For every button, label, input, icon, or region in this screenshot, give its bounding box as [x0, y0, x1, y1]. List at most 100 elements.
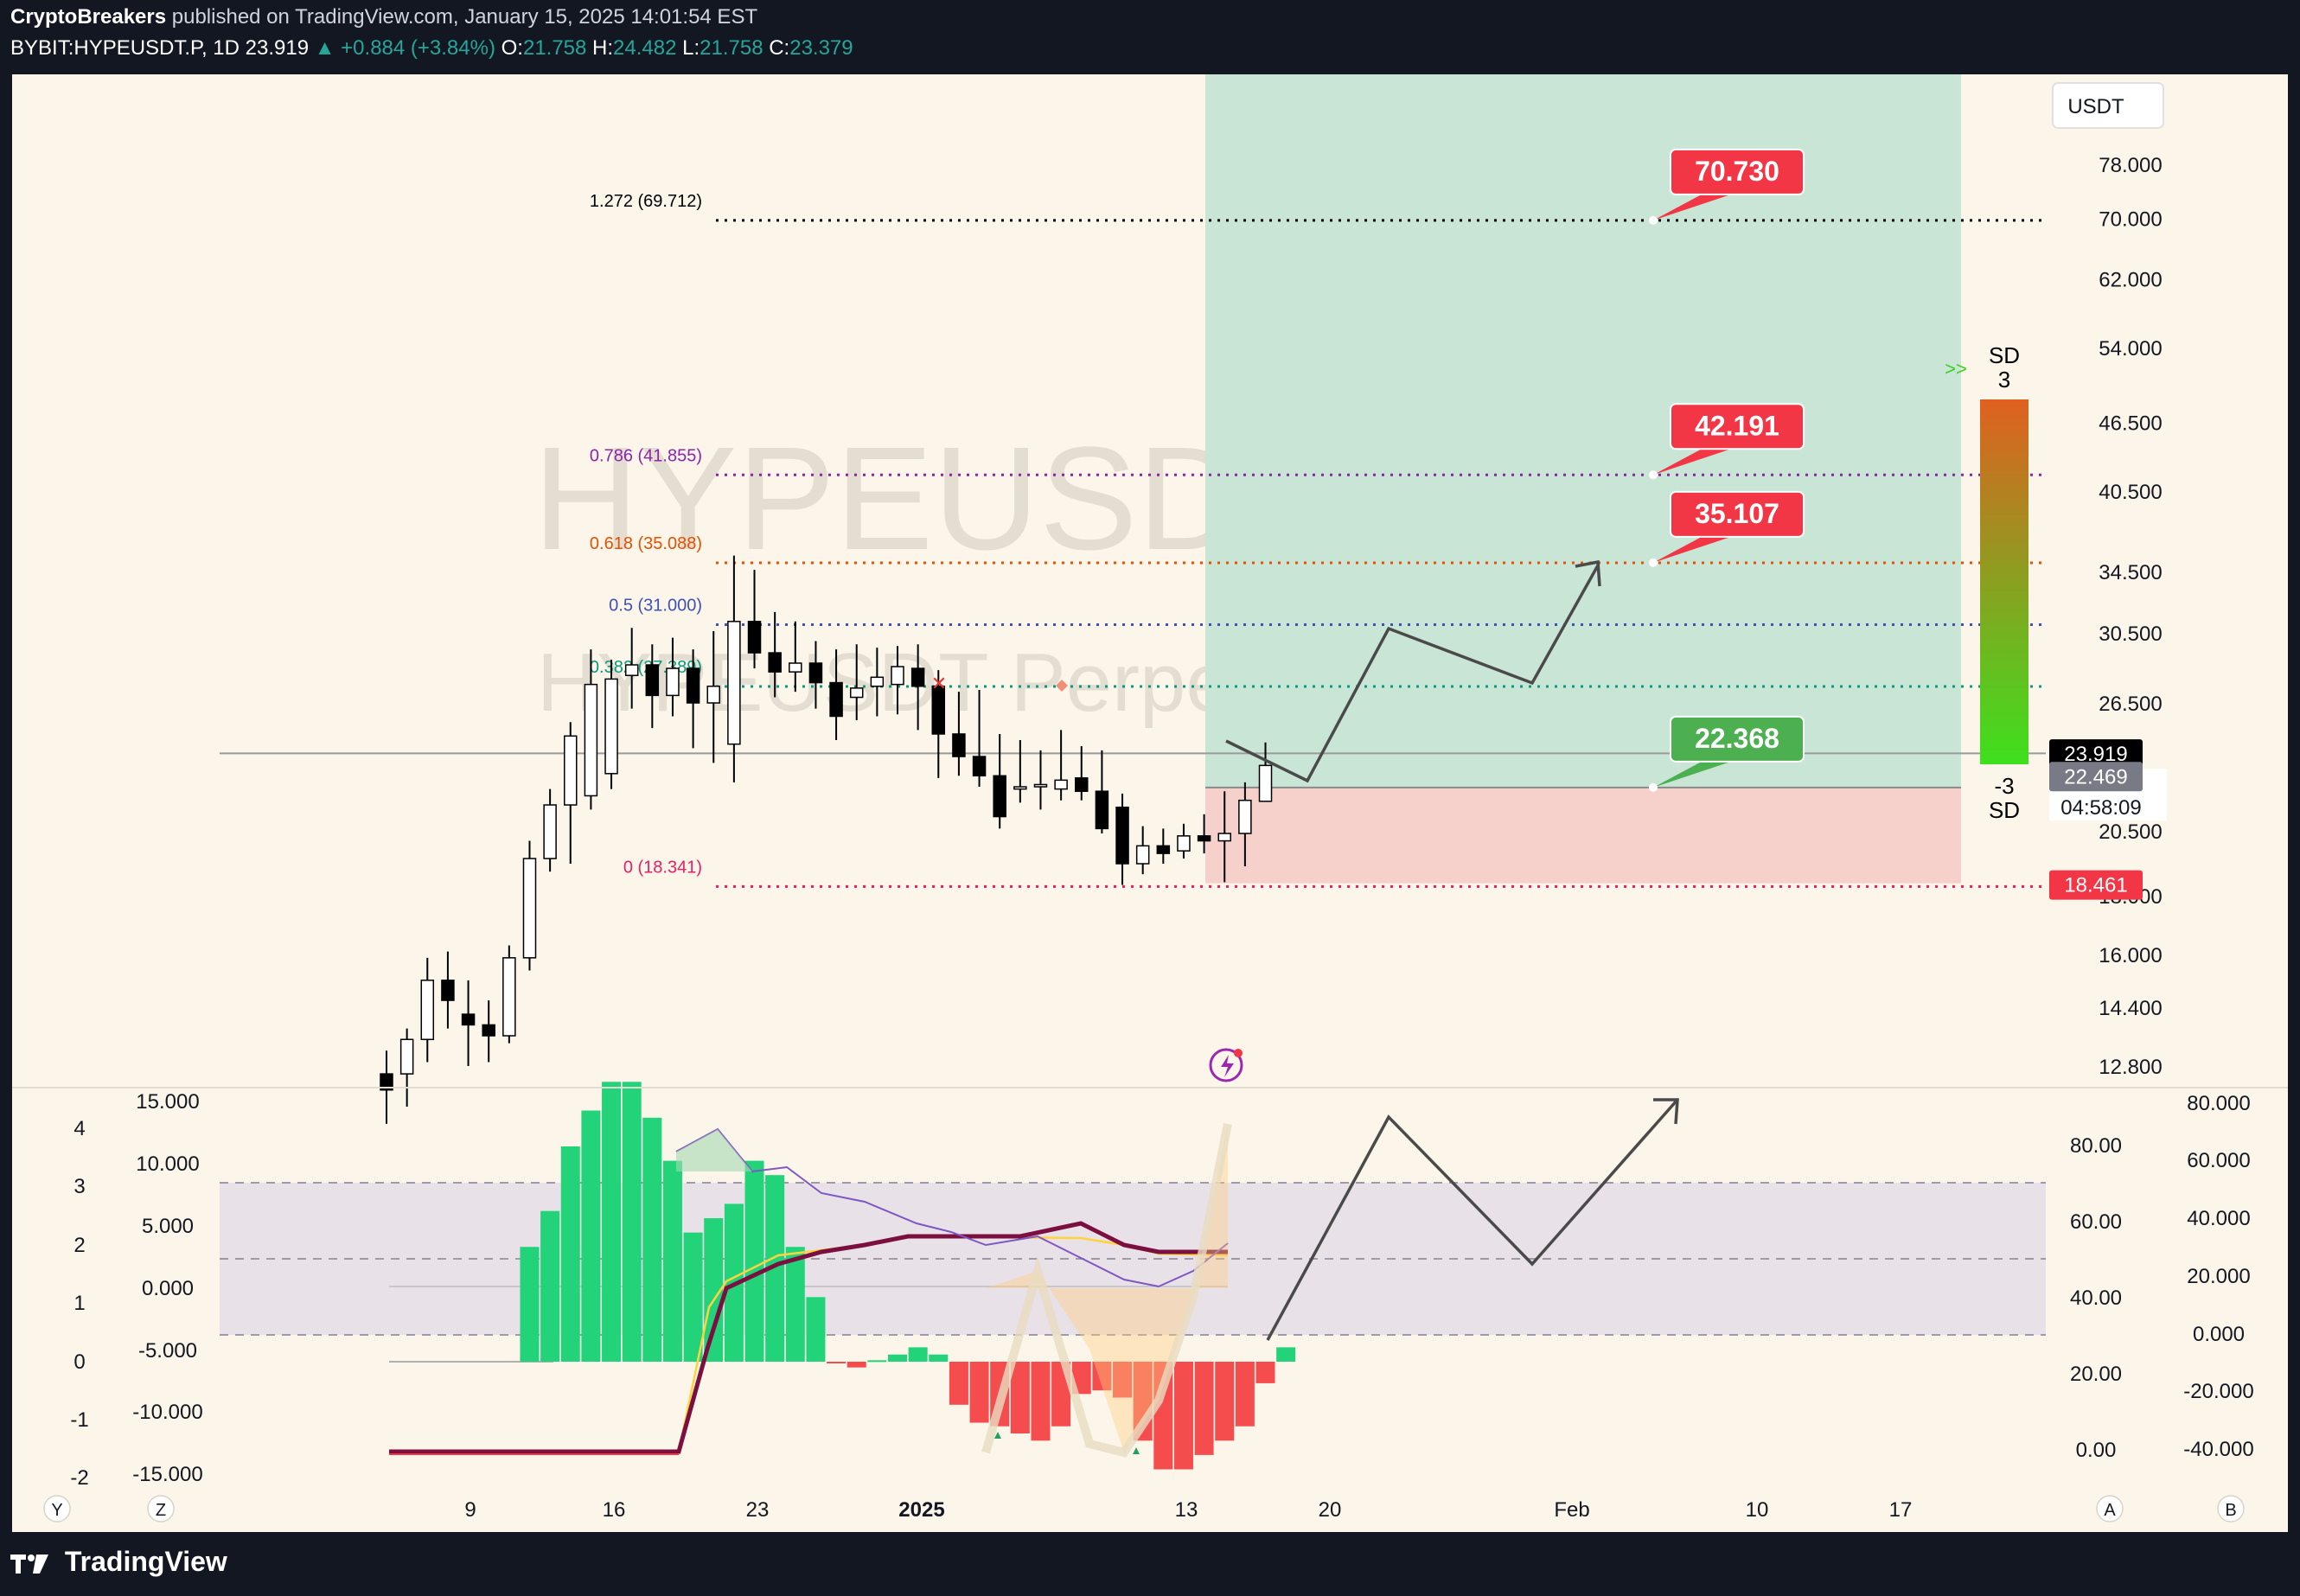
candle-body[interactable] [706, 686, 720, 704]
price-axis-label: 62.000 [2099, 268, 2162, 291]
low-label: L: [682, 36, 700, 60]
candle-body[interactable] [1054, 779, 1068, 790]
sd-top-label: SD [1989, 342, 2020, 368]
histogram-bar [969, 1362, 989, 1423]
price-axis-label: 34.500 [2099, 561, 2162, 584]
candle-body[interactable] [1033, 783, 1048, 788]
histogram-bar [540, 1210, 560, 1362]
histogram-bar [908, 1347, 928, 1362]
histogram-bar [581, 1110, 601, 1362]
sd-gauge-bar [1980, 399, 2028, 764]
candle-body[interactable] [1197, 835, 1211, 842]
osc-left-axis-a: -2 [70, 1466, 88, 1490]
target-label-text: 42.191 [1695, 410, 1779, 441]
candle-body[interactable] [666, 667, 680, 697]
open-label: O: [501, 36, 523, 60]
candle-body[interactable] [727, 621, 741, 745]
axis-letter-button[interactable] [147, 1495, 175, 1523]
candle-body[interactable] [1075, 777, 1089, 792]
candle-body[interactable] [910, 667, 925, 687]
published-text: published on TradingView.com, January 15… [171, 5, 758, 29]
momentum-wave [981, 1123, 1232, 1458]
price-axis-label: 12.800 [2099, 1056, 2162, 1079]
symbol-label[interactable]: BYBIT:HYPEUSDT.P, 1D [10, 36, 240, 60]
candle-body[interactable] [808, 662, 823, 684]
candle-body[interactable] [1258, 764, 1273, 802]
candle-body[interactable] [1095, 790, 1109, 830]
currency-button[interactable] [2052, 82, 2164, 129]
last-price: 23.919 [245, 36, 310, 60]
candle-body[interactable] [972, 756, 987, 777]
footer-brand-text: TradingView [64, 1546, 227, 1577]
axis-letter-label: A [2104, 1501, 2116, 1520]
target-label-box[interactable] [1670, 490, 1805, 538]
candle-body[interactable] [829, 681, 843, 718]
candle-body[interactable] [604, 678, 618, 775]
candle-body[interactable] [1217, 833, 1231, 842]
candle-body[interactable] [1156, 845, 1171, 854]
histogram-bar [1071, 1362, 1091, 1395]
last-close-badge [2049, 739, 2143, 769]
target-label-box[interactable] [1670, 148, 1805, 195]
candle-body[interactable] [686, 667, 700, 704]
author-name[interactable]: CryptoBreakers [10, 5, 167, 29]
candle-body[interactable] [624, 664, 639, 677]
axis-letter-button[interactable] [43, 1495, 71, 1523]
candle-body[interactable] [502, 957, 516, 1037]
osc-right-axis-b: -20.000 [2183, 1380, 2253, 1403]
candle-body[interactable] [441, 980, 455, 1001]
candle-body[interactable] [1115, 806, 1129, 865]
candle-body[interactable] [645, 664, 660, 697]
low-value: 21.758 [700, 36, 763, 60]
candle-body[interactable] [461, 1013, 476, 1026]
axis-letter-button[interactable] [2217, 1495, 2245, 1523]
time-axis-label: 23 [746, 1498, 770, 1522]
histogram-bar [827, 1362, 847, 1363]
footer-brand[interactable]: TradingView [10, 1546, 227, 1578]
target-label-pointer [1653, 536, 1731, 563]
candle-body[interactable] [931, 686, 946, 735]
candle-body[interactable] [1177, 835, 1191, 852]
diamond-marker-icon [1056, 680, 1068, 692]
candle-body[interactable] [993, 775, 1006, 818]
time-axis-label: 2025 [898, 1498, 944, 1522]
candle-body[interactable] [482, 1024, 495, 1037]
histogram-bar [1113, 1362, 1133, 1398]
candle-body[interactable] [849, 687, 864, 699]
candle-body[interactable] [380, 1073, 393, 1091]
candle-body[interactable] [768, 652, 782, 673]
candle-body[interactable] [522, 858, 537, 959]
candle-body[interactable] [891, 666, 904, 686]
time-axis-label: 13 [1175, 1498, 1198, 1522]
time-axis-label: Feb [1554, 1498, 1589, 1522]
axis-letter-button[interactable] [2096, 1495, 2124, 1523]
osc-left-axis-b: -10.000 [132, 1401, 202, 1424]
osc-right-axis-b: 80.000 [2187, 1092, 2250, 1115]
candle-body[interactable] [584, 683, 598, 797]
oscillator-projection-path [1266, 1098, 1679, 1341]
candle-body[interactable] [789, 662, 802, 673]
candle-body[interactable] [564, 735, 578, 806]
signal-line-main [389, 1221, 1228, 1454]
osc-left-axis-b: 10.000 [136, 1152, 199, 1176]
candle-body[interactable] [420, 980, 435, 1041]
fib-level-label: 0 (18.341) [623, 858, 702, 877]
ohlc-line: BYBIT:HYPEUSDT.P, 1D 23.919 ▲ +0.884 (+3… [10, 36, 853, 61]
oscillator-projection-arrowhead [1653, 1098, 1679, 1125]
candle-body[interactable] [543, 804, 557, 859]
candle-body[interactable] [747, 621, 762, 654]
oscillator-pane[interactable] [220, 1082, 2046, 1470]
candle-body[interactable] [870, 676, 885, 687]
candle-body[interactable] [1135, 845, 1150, 865]
axis-letter-label: Y [51, 1501, 62, 1520]
candle-body[interactable] [952, 733, 966, 757]
target-label-box[interactable] [1670, 715, 1805, 763]
target-label-box[interactable] [1670, 403, 1805, 450]
rsi-line [675, 1127, 1229, 1288]
candle-body[interactable] [399, 1038, 414, 1075]
replay-lightning-icon[interactable] [1209, 1048, 1243, 1082]
candle-body[interactable] [1238, 799, 1252, 834]
candle-body[interactable] [1013, 786, 1027, 790]
